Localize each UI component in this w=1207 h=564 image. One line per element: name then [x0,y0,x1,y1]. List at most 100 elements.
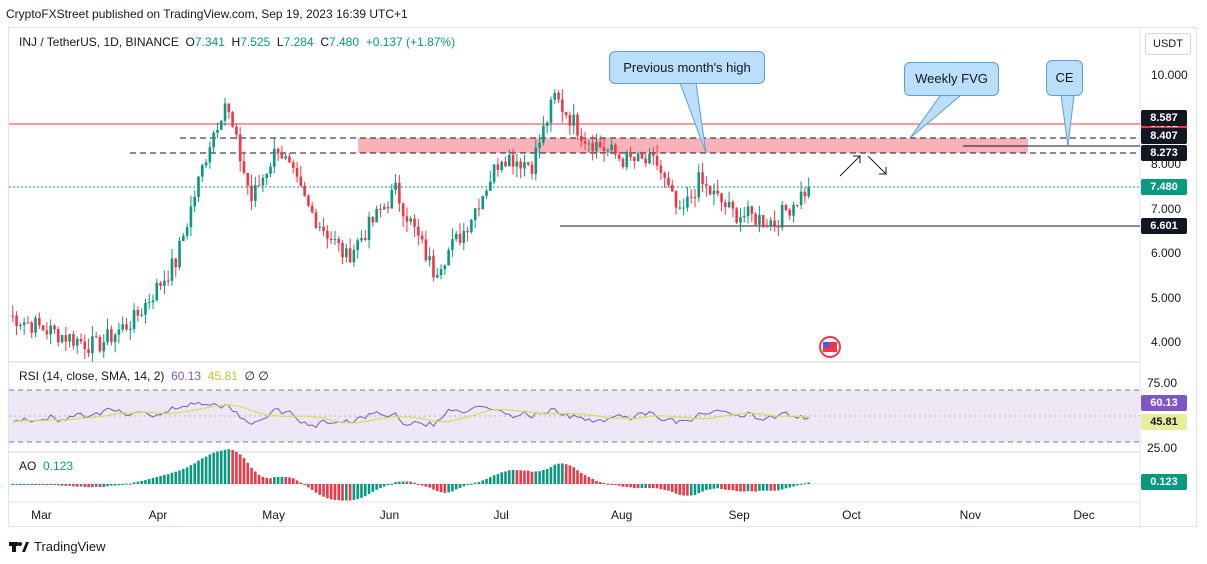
candle-body [579,135,583,141]
tradingview-logo-icon [9,541,29,553]
candle-body [701,172,704,185]
time-axis-label: Jul [493,508,509,522]
ao-bar [314,484,318,493]
time-axis-label: Oct [842,508,861,522]
candle-body [777,225,780,228]
ao-bar [417,484,420,485]
candle-body [394,182,397,190]
ao-bar [246,462,250,484]
candle-body [242,161,246,173]
candle-body [583,140,587,144]
ao-bar [545,468,549,484]
ao-bar [526,470,530,484]
ao-bar [337,484,341,501]
candle-body [557,92,560,100]
candle-body [64,335,68,342]
ao-bar [595,480,598,484]
candle-body [382,206,386,210]
time-axis-label: Apr [148,508,168,522]
ao-bar [307,484,310,488]
ao-bar [739,484,742,492]
time-axis-label: Sep [728,508,750,522]
ao-bar [250,467,253,484]
ao-bar [75,484,79,487]
candle-body [197,176,200,198]
ao-bar [674,484,678,494]
ao-bar [185,467,189,484]
ao-title[interactable]: AO [19,459,37,473]
ao-bar [288,477,291,484]
footer-logo[interactable]: TradingView [9,539,106,554]
candle-body [617,154,621,159]
price-axis-label: 6.000 [1151,246,1182,260]
callout-prev-high[interactable]: Previous month's high [609,51,765,84]
candle-body [11,315,15,317]
time-axis-label: May [262,508,285,522]
ao-bar [591,478,594,484]
currency-button[interactable]: USDT [1145,33,1191,55]
candle-body [200,165,204,177]
ao-bar [254,471,257,484]
candle-body [333,239,337,241]
ao-bar [621,484,625,487]
callout-ce[interactable]: CE [1046,60,1083,96]
candle-body [678,207,682,209]
price-axis-label: 4.000 [1151,335,1182,349]
candle-body [136,310,140,316]
ao-bar [193,463,197,484]
candle-body [447,250,450,266]
ao-bar [485,478,488,484]
ao-legend: AO 0.123 [19,459,73,473]
ao-bar [341,484,344,501]
ao-bar [30,484,34,485]
candle-body [401,203,405,217]
ao-bar [424,484,428,487]
candle-body [496,164,500,170]
candle-body [572,114,576,126]
ao-bar [227,449,231,484]
candle-body [773,220,776,226]
ao-bar [519,470,522,484]
ao-bar [269,478,272,484]
ao-bar [682,484,685,496]
ao-bar [667,484,670,491]
ao-bar [598,482,602,484]
ao-bar [561,463,564,484]
candle-body [633,157,636,162]
symbol-label[interactable]: INJ / TetherUS, 1D, BINANCE [19,35,179,49]
candle-body [724,202,727,208]
ao-bar [754,484,757,492]
candle-body [731,201,735,209]
candle-body [371,216,375,223]
candle-body [269,166,272,174]
candle-body [595,141,598,152]
candle-body [720,193,723,203]
ao-bar [257,474,261,484]
candle-body [803,191,807,197]
ao-bar [652,484,655,489]
candle-body [125,324,128,330]
candle-body [708,185,712,195]
ao-bar [606,483,610,485]
ao-bar [280,476,284,484]
ao-bar [242,458,246,484]
candle-body [470,220,473,233]
ao-bars [11,449,810,501]
candle-body [652,153,655,156]
callout-weekly-fvg[interactable]: Weekly FVG [904,62,999,96]
candle-body [591,143,594,152]
candle-body [56,329,60,343]
time-axis-label: Mar [31,508,52,522]
ao-bar [788,484,792,488]
time-axis-label: Nov [959,508,981,522]
ao-bar [398,481,401,484]
ao-bar [428,484,431,488]
candles-group [11,89,810,362]
candle-body [792,204,795,216]
rsi-title[interactable]: RSI (14, close, SMA, 14, 2) [19,369,165,383]
time-axis-label: Jun [379,508,400,522]
rsi-axis-75: 75.00 [1147,376,1178,390]
candle-body [19,324,22,326]
ao-bar [140,480,143,484]
